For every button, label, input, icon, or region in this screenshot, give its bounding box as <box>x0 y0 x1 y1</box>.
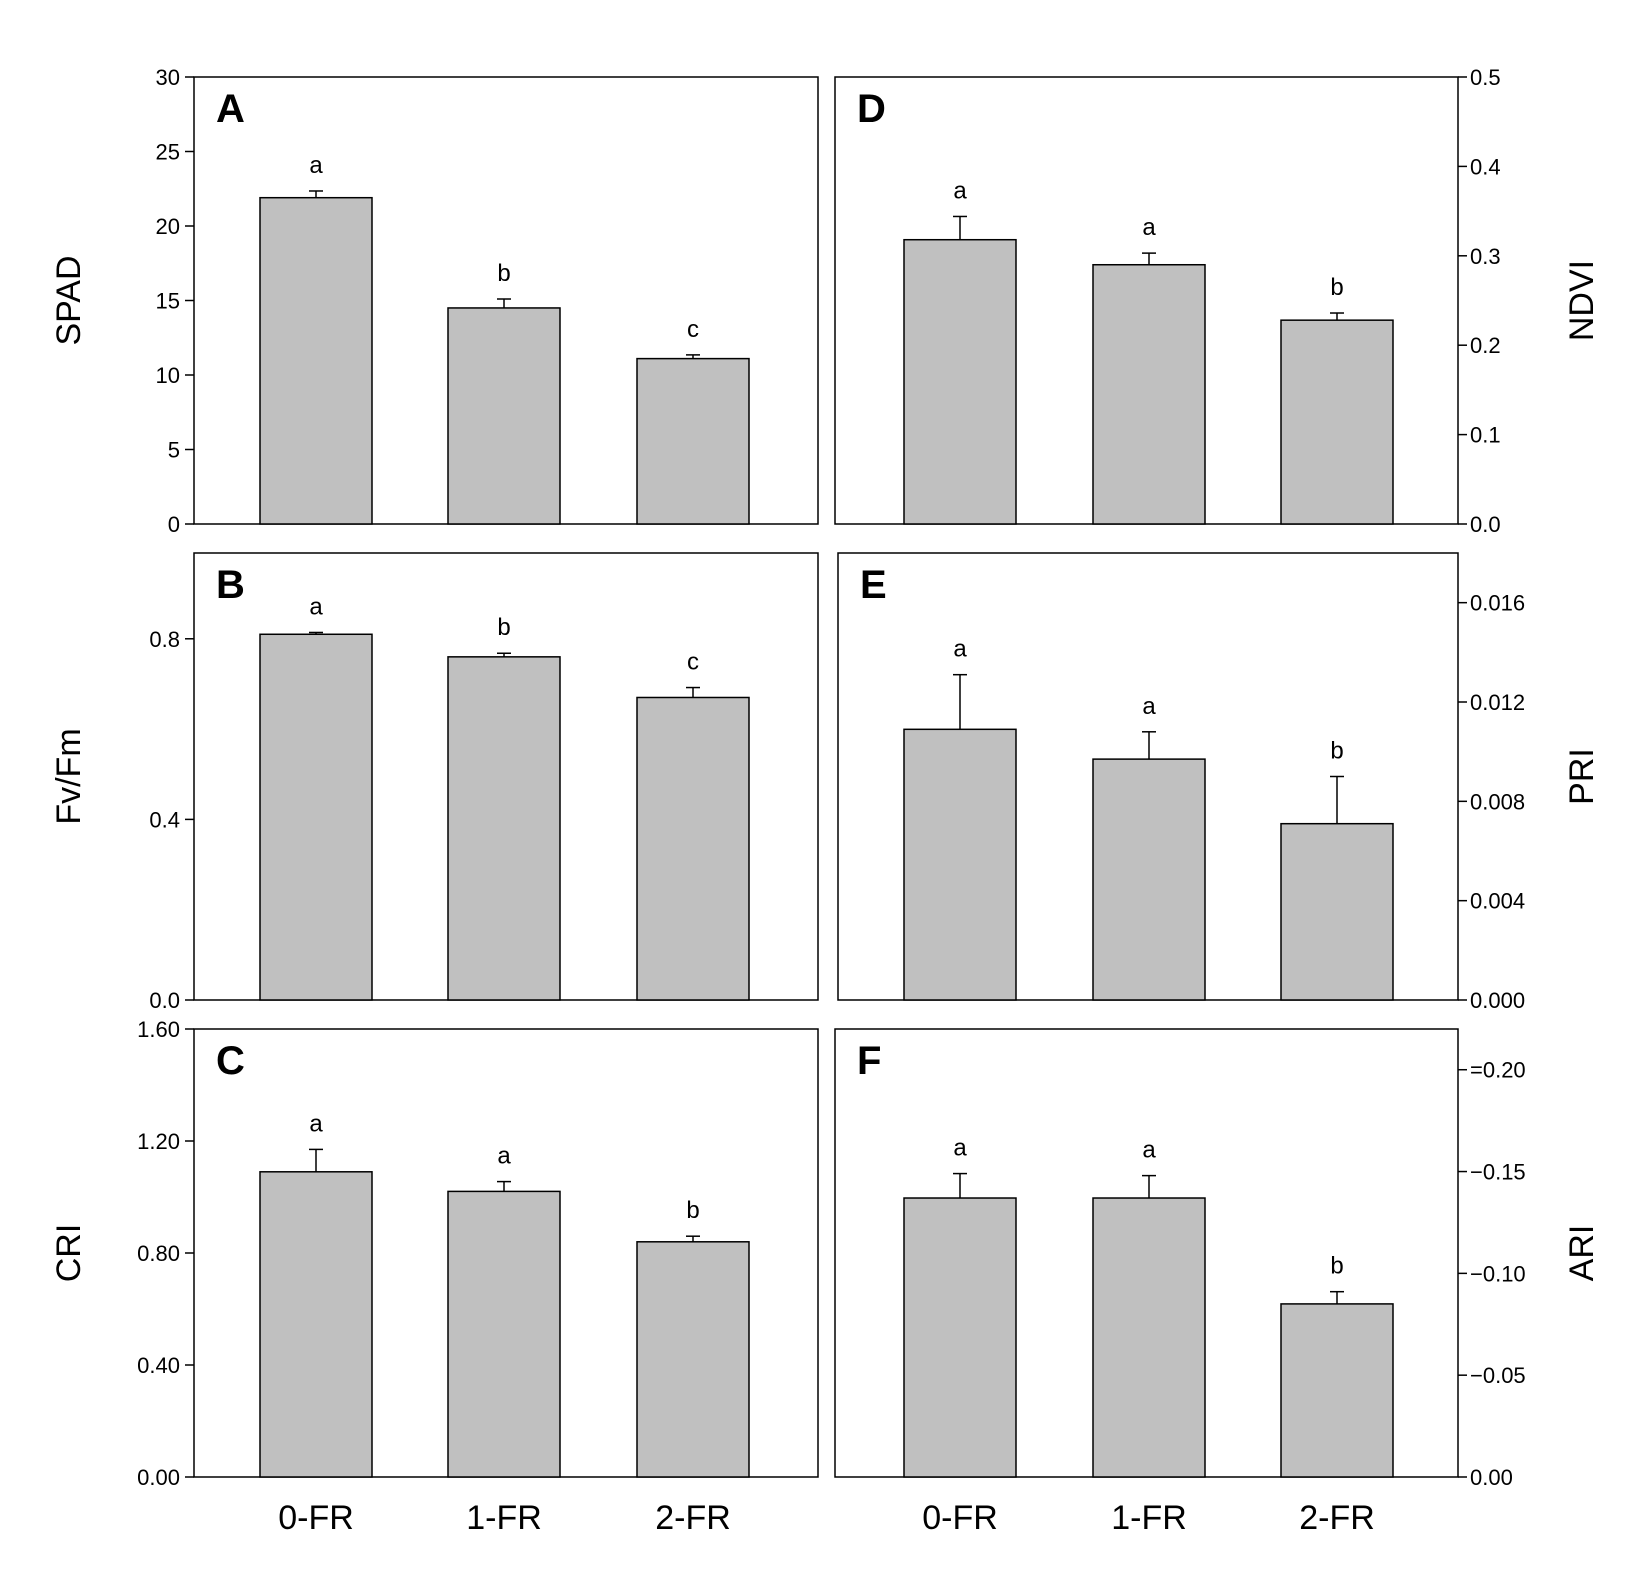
y-axis-label: Fv/Fm <box>50 728 88 824</box>
y-tick-label: 0.80 <box>137 1241 180 1266</box>
x-category-label: 2-FR <box>655 1499 731 1537</box>
bar-1-fr <box>1092 263 1206 525</box>
x-category-label: 0-FR <box>278 1499 354 1537</box>
panel-letter: A <box>216 87 245 131</box>
y-tick-label: 0.0 <box>1470 512 1501 537</box>
panel-letter: B <box>216 563 245 607</box>
panel-e: 0.000 0.004 0.008 0.012 0.016 PRI Ea a b <box>837 552 1601 1013</box>
bar-1-fr <box>447 656 561 1001</box>
panel-letter: E <box>860 563 887 607</box>
panel-letter: F <box>857 1039 881 1083</box>
y-tick-label: 0.5 <box>1470 65 1501 90</box>
bar-0-fr <box>259 633 373 1001</box>
y-tick-label: 15 <box>156 289 180 314</box>
y-tick-label: 30 <box>156 65 180 90</box>
x-category-label: 2-FR <box>1299 1499 1375 1537</box>
significance-letter: b <box>1330 274 1343 301</box>
y-tick-label: 0 <box>168 512 180 537</box>
significance-letter: c <box>687 649 699 676</box>
y-tick-label: 1.20 <box>137 1129 180 1154</box>
y-tick-label: 0.016 <box>1470 591 1525 616</box>
significance-letter: a <box>953 177 967 204</box>
y-tick-label: −0.05 <box>1470 1363 1526 1388</box>
panel-f: 0.00 −0.05 −0.10 −0.15 =0.20 ARI Fa a b 0-FR 1-FR 2… <box>834 1028 1601 1537</box>
y-axis-label: ARI <box>1563 1225 1601 1282</box>
y-tick-label: 0.012 <box>1470 690 1525 715</box>
significance-letter: a <box>309 1110 323 1137</box>
y-tick-label: 0.0 <box>149 988 180 1013</box>
bar-0-fr <box>259 196 373 525</box>
y-tick-label: 10 <box>156 363 180 388</box>
panel-d: 0.0 0.1 0.2 0.3 0.4 0.5 NDVI Da a b <box>834 65 1601 537</box>
significance-letter: a <box>1142 1137 1156 1164</box>
x-category-label: 1-FR <box>466 1499 542 1537</box>
significance-letter: b <box>497 260 510 287</box>
x-category-label: 0-FR <box>922 1499 998 1537</box>
y-tick-label: 1.60 <box>137 1017 180 1042</box>
panel-c: 0.00 0.40 0.80 1.20 1.60 CRI Ca a b 0-FR 1-FR 2-FR <box>50 1017 819 1537</box>
significance-letter: a <box>953 1135 967 1162</box>
panel-b: 0.0 0.4 0.8 Fv/Fm B a b c <box>50 552 819 1013</box>
significance-letter: a <box>953 636 967 663</box>
y-tick-label: −0.15 <box>1470 1160 1526 1185</box>
y-tick-label: 5 <box>168 438 180 463</box>
bar-2-fr <box>1280 1303 1394 1478</box>
significance-letter: b <box>497 614 510 641</box>
y-tick-label: 0.004 <box>1470 889 1525 914</box>
bar-1-fr <box>447 307 561 525</box>
bar-1-fr <box>1092 758 1206 1001</box>
y-tick-label: =0.20 <box>1470 1058 1526 1083</box>
y-tick-label: 0.00 <box>137 1465 180 1490</box>
y-axis-label: PRI <box>1563 748 1601 805</box>
y-tick-label: 0.3 <box>1470 244 1501 269</box>
y-tick-label: −0.10 <box>1470 1261 1526 1286</box>
panel-letter: D <box>857 87 886 131</box>
y-tick-label: 0.8 <box>149 627 180 652</box>
y-tick-label: 0.1 <box>1470 423 1501 448</box>
significance-letter: a <box>1142 693 1156 720</box>
y-axis-label: SPAD <box>50 255 88 345</box>
panel-a: 0 5 10 15 20 25 30 SPAD Aa b c <box>50 65 819 537</box>
significance-letter: a <box>1142 214 1156 241</box>
bar-0-fr <box>903 238 1017 525</box>
bar-2-fr <box>636 357 750 525</box>
bar-1-fr <box>1092 1197 1206 1478</box>
y-tick-label: 0.4 <box>1470 154 1501 179</box>
bar-2-fr <box>636 696 750 1001</box>
y-tick-label: 0.2 <box>1470 333 1501 358</box>
bar-2-fr <box>636 1241 750 1478</box>
significance-letter: a <box>309 152 323 179</box>
bar-0-fr <box>903 728 1017 1001</box>
bar-1-fr <box>447 1190 561 1478</box>
bar-2-fr <box>1280 319 1394 525</box>
y-tick-label: 0.000 <box>1470 988 1525 1013</box>
y-axis-label: NDVI <box>1563 260 1601 341</box>
significance-letter: b <box>1330 738 1343 765</box>
panel-letter: C <box>216 1039 245 1083</box>
y-tick-label: 0.00 <box>1470 1465 1513 1490</box>
x-category-label: 1-FR <box>1111 1499 1187 1537</box>
bar-2-fr <box>1280 822 1394 1001</box>
y-tick-label: 20 <box>156 214 180 239</box>
significance-letter: c <box>687 316 699 343</box>
bar-0-fr <box>259 1171 373 1478</box>
y-axis-label: CRI <box>50 1224 88 1283</box>
significance-letter: a <box>497 1143 511 1170</box>
significance-letter: b <box>1330 1253 1343 1280</box>
significance-letter: a <box>309 593 323 620</box>
y-tick-label: 0.4 <box>149 807 180 832</box>
significance-letter: b <box>686 1197 699 1224</box>
y-tick-label: 0.008 <box>1470 789 1525 814</box>
bar-0-fr <box>903 1197 1017 1478</box>
y-tick-label: 0.40 <box>137 1353 180 1378</box>
y-tick-label: 25 <box>156 140 180 165</box>
